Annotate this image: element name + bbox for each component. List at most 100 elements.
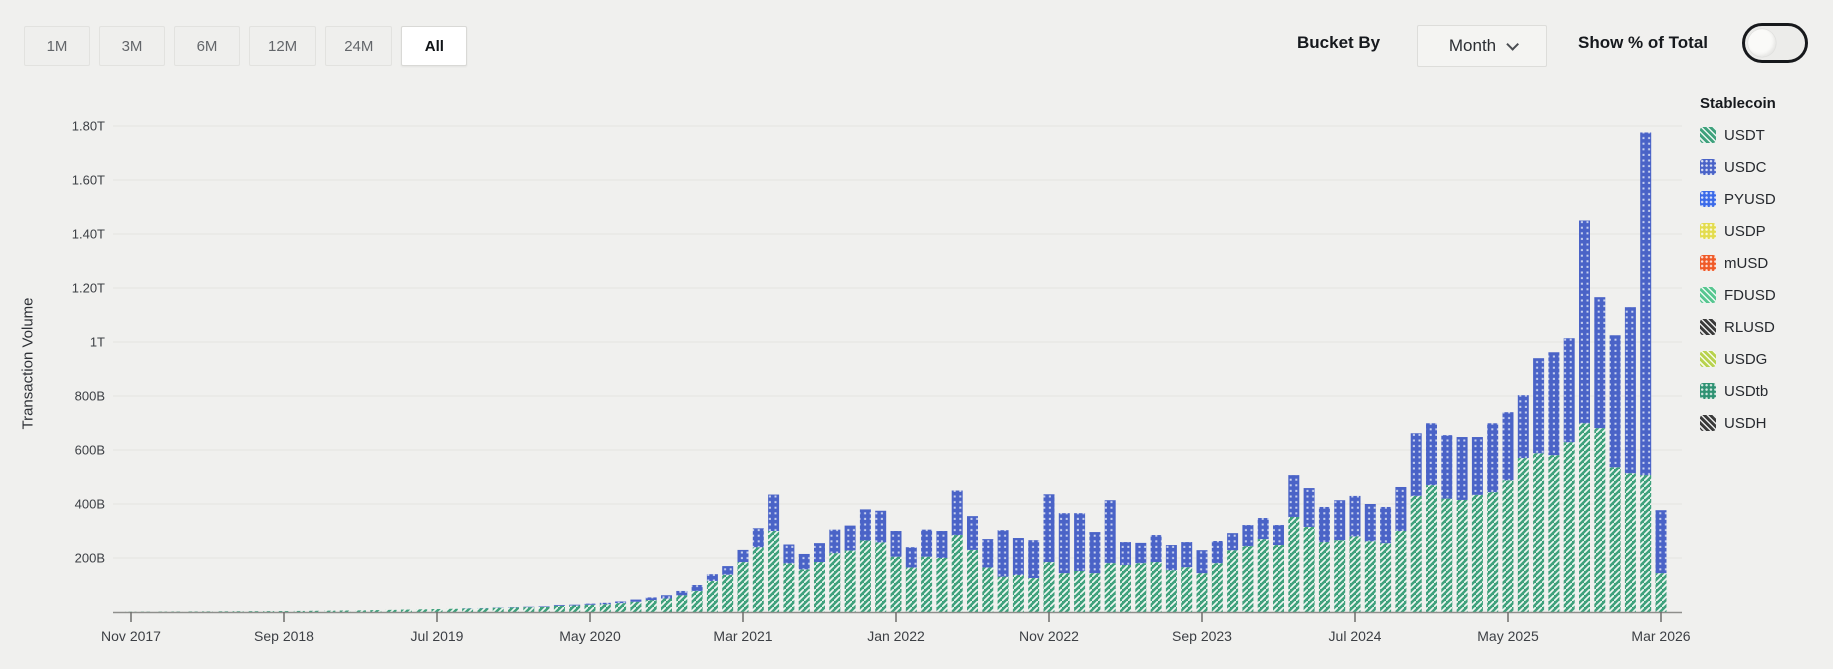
bar-mar-2019[interactable] (370, 610, 382, 612)
bar-jul-2019[interactable] (431, 609, 443, 612)
bar-jun-2018[interactable] (232, 611, 244, 612)
bar-mar-2021[interactable] (737, 549, 749, 612)
bar-feb-2021[interactable] (722, 566, 734, 612)
bar-may-2021[interactable] (768, 494, 780, 612)
bar-oct-2025[interactable] (1579, 220, 1590, 613)
bar-dec-2020[interactable] (691, 585, 703, 612)
bar-aug-2025[interactable] (1548, 352, 1560, 612)
bar-dec-2019[interactable] (508, 607, 519, 612)
range-button-1m[interactable]: 1M (24, 26, 90, 66)
bar-dec-2025[interactable] (1609, 335, 1621, 612)
bar-jan-2026[interactable] (1624, 307, 1636, 612)
bar-sep-2021[interactable] (829, 529, 841, 612)
bar-may-2019[interactable] (400, 609, 412, 612)
legend-item-usdt[interactable]: USDT (1700, 124, 1830, 146)
bar-dec-2022[interactable] (1058, 513, 1070, 612)
bar-nov-2021[interactable] (859, 509, 871, 612)
bar-apr-2019[interactable] (385, 609, 397, 612)
bar-feb-2024[interactable] (1273, 525, 1284, 612)
bar-jul-2025[interactable] (1533, 358, 1545, 612)
bucket-by-select[interactable]: Month (1417, 25, 1547, 67)
bar-jun-2019[interactable] (416, 609, 428, 612)
bar-jul-2024[interactable] (1349, 495, 1361, 612)
bar-feb-2022[interactable] (905, 547, 917, 612)
bar-aug-2019[interactable] (446, 608, 458, 612)
bar-may-2020[interactable] (584, 603, 596, 612)
bar-apr-2022[interactable] (936, 531, 948, 612)
bar-sep-2020[interactable] (645, 597, 657, 612)
bar-feb-2023[interactable] (1089, 532, 1101, 612)
bar-feb-2025[interactable] (1456, 437, 1468, 612)
legend-item-usdh[interactable]: USDH (1700, 412, 1830, 434)
bar-nov-2019[interactable] (492, 607, 504, 612)
bar-mar-2023[interactable] (1104, 500, 1116, 612)
bar-aug-2024[interactable] (1364, 504, 1376, 612)
bar-may-2024[interactable] (1318, 506, 1330, 612)
legend-item-rlusd[interactable]: RLUSD (1700, 316, 1830, 338)
bar-sep-2022[interactable] (1012, 538, 1024, 612)
bar-apr-2023[interactable] (1120, 542, 1131, 612)
legend-item-usdc[interactable]: USDC (1700, 156, 1830, 178)
bar-jun-2024[interactable] (1334, 500, 1346, 612)
bar-nov-2025[interactable] (1594, 297, 1606, 612)
bar-jan-2021[interactable] (706, 574, 718, 612)
bar-jun-2023[interactable] (1150, 535, 1162, 612)
bar-apr-2021[interactable] (752, 528, 764, 612)
bar-oct-2021[interactable] (844, 525, 856, 612)
bar-jan-2025[interactable] (1441, 435, 1453, 612)
range-button-3m[interactable]: 3M (99, 26, 165, 66)
bar-nov-2023[interactable] (1227, 533, 1239, 612)
bar-apr-2018[interactable] (202, 611, 213, 612)
range-button-all[interactable]: All (401, 26, 468, 66)
range-button-6m[interactable]: 6M (174, 26, 240, 66)
bar-jul-2018[interactable] (247, 611, 259, 612)
bar-may-2025[interactable] (1502, 412, 1514, 612)
legend-item-musd[interactable]: mUSD (1700, 252, 1830, 274)
bar-mar-2022[interactable] (921, 529, 933, 612)
bar-apr-2020[interactable] (569, 604, 581, 612)
bar-sep-2019[interactable] (462, 608, 474, 612)
bar-jun-2025[interactable] (1517, 395, 1529, 612)
bar-oct-2023[interactable] (1211, 540, 1223, 612)
legend-item-pyusd[interactable]: PYUSD (1700, 188, 1830, 210)
bar-jan-2020[interactable] (523, 606, 535, 612)
range-button-24m[interactable]: 24M (325, 26, 393, 66)
bar-mar-2020[interactable] (553, 604, 565, 612)
bar-oct-2018[interactable] (293, 610, 305, 612)
bar-aug-2018[interactable] (263, 611, 275, 612)
bar-mar-2018[interactable] (186, 611, 198, 612)
bar-nov-2018[interactable] (309, 610, 321, 612)
bar-may-2018[interactable] (217, 611, 229, 612)
bar-apr-2024[interactable] (1303, 488, 1315, 612)
bar-jan-2024[interactable] (1257, 518, 1269, 612)
bar-sep-2025[interactable] (1563, 338, 1575, 612)
bar-oct-2020[interactable] (661, 595, 672, 612)
bar-jan-2022[interactable] (890, 531, 902, 612)
bar-nov-2020[interactable] (676, 590, 688, 612)
bar-mar-2024[interactable] (1288, 475, 1300, 612)
bar-oct-2024[interactable] (1395, 486, 1407, 612)
bar-jun-2021[interactable] (783, 544, 795, 613)
bar-jun-2022[interactable] (967, 516, 978, 612)
bar-jul-2022[interactable] (982, 539, 994, 612)
bar-feb-2020[interactable] (538, 606, 550, 612)
bar-sep-2024[interactable] (1380, 506, 1392, 612)
show-pct-toggle[interactable] (1742, 23, 1808, 63)
bar-aug-2021[interactable] (814, 543, 825, 612)
bar-jul-2021[interactable] (798, 553, 810, 612)
bar-jul-2023[interactable] (1165, 545, 1177, 612)
bar-dec-2021[interactable] (875, 510, 887, 612)
bar-dec-2023[interactable] (1242, 525, 1254, 612)
bar-may-2023[interactable] (1135, 542, 1147, 612)
legend-item-fdusd[interactable]: FDUSD (1700, 284, 1830, 306)
bar-nov-2024[interactable] (1410, 433, 1422, 612)
bar-aug-2020[interactable] (630, 599, 642, 612)
range-button-12m[interactable]: 12M (249, 26, 317, 66)
bar-jul-2020[interactable] (615, 601, 627, 612)
bar-aug-2022[interactable] (997, 530, 1009, 612)
bar-oct-2022[interactable] (1028, 540, 1040, 612)
legend-item-usdg[interactable]: USDG (1700, 348, 1830, 370)
bar-mar-2026[interactable] (1655, 510, 1667, 612)
bar-jun-2020[interactable] (599, 602, 611, 612)
bar-feb-2026[interactable] (1640, 132, 1652, 612)
